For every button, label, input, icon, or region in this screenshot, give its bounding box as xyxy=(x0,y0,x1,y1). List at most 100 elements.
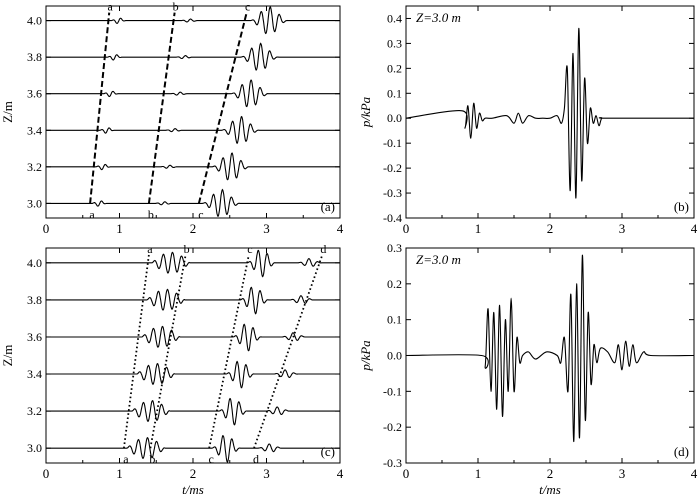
x-tick-label: 3 xyxy=(263,466,270,481)
waveform-trace xyxy=(46,115,340,145)
pressure-series-line xyxy=(405,254,695,443)
y-tick-label: 3.8 xyxy=(27,293,42,307)
panel-d: 0 1 2 3 4 -0.3 -0.2 -0.1 0.0 0.1 0.2 0.3 p/kPa t/ms (d… xyxy=(358,241,698,497)
panel-label: (c) xyxy=(321,444,335,459)
arrival-marker-label: c xyxy=(209,452,214,466)
waveform-trace xyxy=(46,6,340,35)
y-tick-label: 3.4 xyxy=(27,367,42,381)
y-tick-label: 3.8 xyxy=(27,50,42,64)
depth-annotation: Z=3.0 m xyxy=(416,10,461,25)
waveform-trace xyxy=(46,188,340,217)
y-tick-label: 3.6 xyxy=(27,330,42,344)
arrival-marker-line xyxy=(89,12,111,204)
y-tick-label: 0.4 xyxy=(387,11,402,25)
y-axis-label: Z/m xyxy=(0,345,15,367)
y-axis-label: p/kPa xyxy=(358,96,373,128)
x-axis-label: t/ms xyxy=(182,482,204,497)
waveform-trace xyxy=(46,435,340,463)
arrival-marker-label: c xyxy=(198,207,203,221)
arrival-marker-line xyxy=(253,254,324,449)
arrival-marker-label: c xyxy=(247,242,252,256)
y-tick-label: -0.1 xyxy=(383,136,402,150)
y-tick-label: 0.3 xyxy=(387,36,402,50)
arrival-marker-line xyxy=(197,12,248,204)
arrival-marker-line xyxy=(149,254,187,449)
x-tick-label: 0 xyxy=(403,466,410,481)
x-tick-label: 1 xyxy=(116,466,123,481)
y-tick-label: 3.6 xyxy=(27,87,42,101)
arrival-marker-label: d xyxy=(320,242,326,256)
y-tick-label: 0.2 xyxy=(387,61,402,75)
x-tick-label: 1 xyxy=(475,221,482,236)
plot-frame xyxy=(45,5,341,219)
x-tick-label: 4 xyxy=(337,466,344,481)
y-tick-label: -0.2 xyxy=(383,420,402,434)
waveform-trace xyxy=(46,42,340,71)
plot-frame xyxy=(45,247,341,464)
arrival-marker-label: b xyxy=(148,207,154,221)
x-tick-label: 4 xyxy=(691,221,698,236)
x-tick-label: 3 xyxy=(619,221,626,236)
y-tick-label: 0.1 xyxy=(387,86,402,100)
waveform-trace xyxy=(46,397,340,426)
arrival-marker-label: b xyxy=(149,452,155,466)
plot-frame xyxy=(405,5,695,219)
waveform-trace xyxy=(46,152,340,181)
y-tick-label: -0.4 xyxy=(383,211,402,225)
y-tick-label: 0.2 xyxy=(387,277,402,291)
y-tick-label: 3.2 xyxy=(27,160,42,174)
x-tick-label: 0 xyxy=(403,221,410,236)
waveform-trace xyxy=(46,323,340,352)
waveform-trace xyxy=(46,249,340,278)
arrival-marker-label: b xyxy=(184,242,190,256)
arrival-marker-label: a xyxy=(147,242,153,256)
y-tick-label: -0.3 xyxy=(383,456,402,470)
arrival-marker-line xyxy=(208,254,250,449)
panel-a: 0 1 2 3 4 3.0 3.2 3.4 3.6 3.8 4.0 Z/m (a) a a b b c c xyxy=(0,0,344,236)
x-tick-label: 4 xyxy=(691,466,698,481)
arrival-marker-label: a xyxy=(108,0,114,14)
y-tick-label: -0.1 xyxy=(383,384,402,398)
x-tick-label: 4 xyxy=(337,221,344,236)
x-tick-label: 3 xyxy=(619,466,626,481)
y-axis-label: p/kPa xyxy=(358,340,373,372)
panel-label: (a) xyxy=(321,199,335,214)
arrival-marker-line xyxy=(147,12,176,204)
panel-label: (d) xyxy=(674,444,689,459)
y-axis-label: Z/m xyxy=(0,101,15,123)
pressure-series-line xyxy=(405,27,694,199)
x-tick-label: 1 xyxy=(116,221,123,236)
y-tick-label: 3.4 xyxy=(27,123,42,137)
x-tick-label: 3 xyxy=(263,221,270,236)
y-tick-label: 0.3 xyxy=(387,241,402,255)
y-tick-label: 4.0 xyxy=(27,14,42,28)
y-tick-label: 4.0 xyxy=(27,256,42,270)
panel-label: (b) xyxy=(674,199,689,214)
x-tick-label: 1 xyxy=(475,466,482,481)
x-tick-label: 2 xyxy=(547,466,554,481)
arrival-marker-label: b xyxy=(173,0,179,14)
panel-c: 0 1 2 3 4 3.0 3.2 3.4 3.6 3.8 4.0 Z/m t/ms (c) a a b b c c d… xyxy=(0,242,344,497)
arrival-marker-line xyxy=(123,254,150,449)
y-tick-label: 3.0 xyxy=(27,441,42,455)
x-tick-label: 2 xyxy=(190,466,197,481)
panel-b: 0 1 2 3 4 -0.4 -0.3 -0.2 -0.1 0.0 0.1 0.2 0.3 0.4 p/kP… xyxy=(358,5,698,236)
x-tick-label: 0 xyxy=(43,466,50,481)
waveform-trace xyxy=(46,360,340,389)
arrival-marker-label: d xyxy=(253,452,259,466)
arrival-marker-label: a xyxy=(123,452,129,466)
arrival-marker-label: c xyxy=(245,0,250,14)
waveform-trace xyxy=(46,286,340,315)
y-tick-label: 0.0 xyxy=(387,349,402,363)
depth-annotation: Z=3.0 m xyxy=(416,252,461,267)
x-axis-label: t/ms xyxy=(539,482,561,497)
x-tick-label: 2 xyxy=(547,221,554,236)
y-tick-label: -0.3 xyxy=(383,186,402,200)
y-tick-label: 3.0 xyxy=(27,196,42,210)
arrival-marker-label: a xyxy=(89,207,95,221)
y-tick-label: 3.2 xyxy=(27,404,42,418)
x-tick-label: 0 xyxy=(43,221,50,236)
y-tick-label: 0.0 xyxy=(387,111,402,125)
y-tick-label: -0.2 xyxy=(383,161,402,175)
